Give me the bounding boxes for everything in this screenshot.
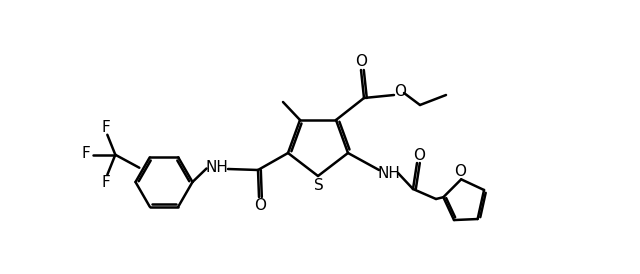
Text: O: O	[255, 198, 266, 213]
Text: O: O	[394, 84, 406, 98]
Text: F: F	[82, 146, 91, 161]
Text: O: O	[413, 147, 425, 162]
Text: O: O	[454, 164, 466, 179]
Text: F: F	[102, 175, 111, 190]
Text: O: O	[355, 55, 367, 70]
Text: NH: NH	[378, 165, 401, 181]
Text: F: F	[102, 120, 111, 135]
Text: S: S	[314, 178, 324, 193]
Text: NH: NH	[205, 159, 228, 175]
